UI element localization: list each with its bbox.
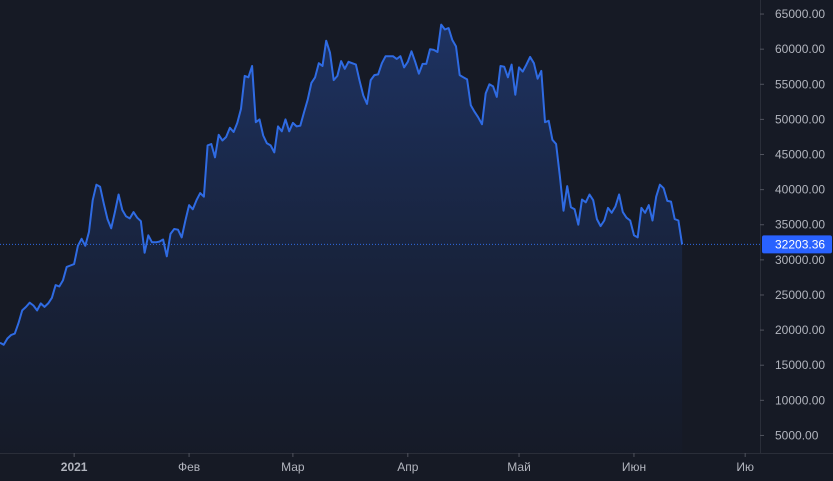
y-tick-label: 65000.00 xyxy=(775,7,825,21)
x-tick-label: Мар xyxy=(281,460,305,474)
x-tick-label: Апр xyxy=(397,460,419,474)
y-tick-label: 15000.00 xyxy=(775,358,825,372)
price-axis[interactable]: 5000.00 10000.00 15000.00 20000.00 25000.00 3… xyxy=(760,0,825,453)
time-axis[interactable]: 2021 Фев Мар Апр Май Июн Ию xyxy=(0,453,833,474)
price-area xyxy=(0,24,683,453)
y-tick-label: 25000.00 xyxy=(775,288,825,302)
y-tick-label: 10000.00 xyxy=(775,393,825,407)
x-tick-label: Май xyxy=(507,460,531,474)
last-price-badge xyxy=(762,235,832,254)
y-tick-label: 45000.00 xyxy=(775,148,825,162)
y-tick-label: 5000.00 xyxy=(775,428,819,442)
last-price-label: 32203.36 xyxy=(762,235,832,254)
x-tick-label: Фев xyxy=(178,460,200,474)
y-tick-label: 50000.00 xyxy=(775,112,825,126)
y-tick-label: 30000.00 xyxy=(775,253,825,267)
last-price-value: 32203.36 xyxy=(775,237,825,251)
y-tick-label: 40000.00 xyxy=(775,183,825,197)
price-line-layer xyxy=(0,23,684,346)
y-tick-label: 35000.00 xyxy=(775,218,825,232)
price-line xyxy=(0,23,684,346)
x-tick-label: Ию xyxy=(736,460,754,474)
x-tick-label: 2021 xyxy=(61,460,88,474)
y-tick-label: 55000.00 xyxy=(775,77,825,91)
x-tick-label: Июн xyxy=(622,460,646,474)
y-tick-label: 60000.00 xyxy=(775,42,825,56)
area-fill-layer xyxy=(0,24,683,453)
y-tick-label: 20000.00 xyxy=(775,323,825,337)
